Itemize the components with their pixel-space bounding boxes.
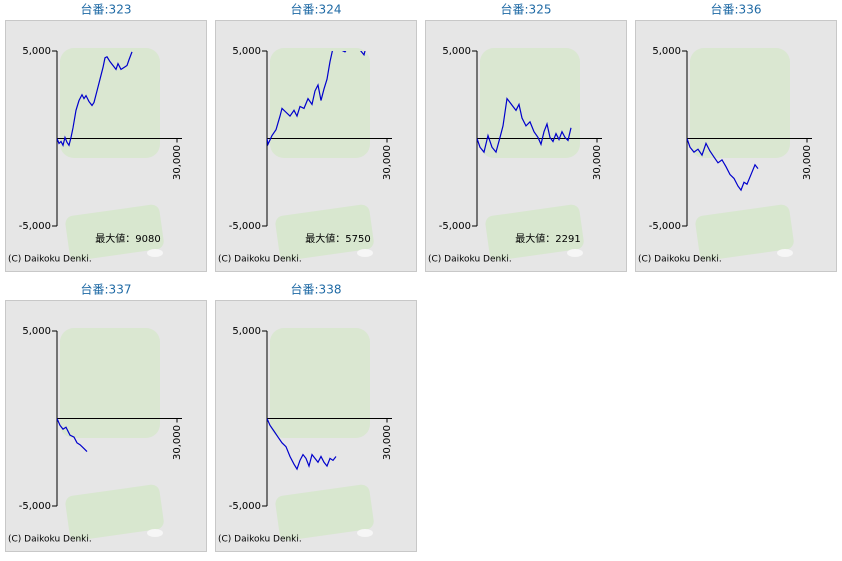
copyright: (C) Daikoku Denki.: [218, 535, 302, 545]
backdrop-art: [147, 249, 163, 257]
y-tick-label: 5,000: [22, 46, 51, 57]
backdrop-art: [357, 529, 373, 537]
graph-panel: 台番:324 5,000 -5,000 30,000 最大値：5750(C) Daiko…: [215, 2, 417, 272]
backdrop-art: [275, 204, 374, 261]
backdrop-art: [567, 249, 583, 257]
backdrop-art: [65, 204, 164, 261]
copyright: (C) Daikoku Denki.: [218, 255, 302, 265]
x-tick-label: 30,000: [382, 425, 393, 460]
panel-title: 台番:325: [501, 2, 552, 17]
backdrop-art: [147, 529, 163, 537]
panel-title: 台番:338: [291, 282, 342, 297]
graph-panel: 台番:338 5,000 -5,000 30,000 (C) Daikoku Denki…: [215, 282, 417, 552]
y-tick-label: -5,000: [229, 221, 261, 232]
data-line: [267, 51, 366, 147]
copyright: (C) Daikoku Denki.: [638, 255, 722, 265]
x-tick-label: 30,000: [592, 145, 603, 180]
panel-title: 台番:323: [81, 2, 132, 17]
y-tick-label: -5,000: [19, 501, 51, 512]
max-value-label: 最大値：5750: [305, 232, 370, 245]
panel-title: 台番:336: [711, 2, 762, 17]
data-line: [687, 138, 759, 192]
y-tick-label: 5,000: [442, 46, 471, 57]
backdrop-art: [270, 48, 370, 158]
data-line: [477, 97, 572, 154]
backdrop-art: [357, 249, 373, 257]
copyright: (C) Daikoku Denki.: [8, 535, 92, 545]
backdrop-art: [485, 204, 584, 261]
graph-panel: 台番:325 5,000 -5,000 30,000 最大値：2291(C) Daiko…: [425, 2, 627, 272]
panel-title: 台番:324: [291, 2, 342, 17]
backdrop-art: [275, 484, 374, 541]
backdrop-art: [60, 48, 160, 158]
max-value-label: 最大値：2291: [515, 232, 580, 245]
x-tick-label: 30,000: [802, 145, 813, 180]
backdrop-art: [270, 328, 370, 438]
y-tick-label: -5,000: [649, 221, 681, 232]
max-value-label: 最大値：9080: [95, 232, 160, 245]
x-tick-label: 30,000: [172, 425, 183, 460]
graph-panel: 台番:323 5,000 -5,000 30,000 最大値：9080(C) Daiko…: [5, 2, 207, 272]
backdrop-art: [690, 48, 790, 158]
graph-panel: 台番:337 5,000 -5,000 30,000 (C) Daikoku Denki…: [5, 282, 207, 552]
y-tick-label: -5,000: [439, 221, 471, 232]
backdrop-art: [695, 204, 794, 261]
y-tick-label: 5,000: [232, 326, 261, 337]
y-tick-label: 5,000: [652, 46, 681, 57]
data-line: [57, 418, 88, 453]
x-tick-label: 30,000: [172, 145, 183, 180]
y-tick-label: -5,000: [229, 501, 261, 512]
data-line: [57, 51, 133, 147]
y-tick-label: -5,000: [19, 221, 51, 232]
backdrop-art: [480, 48, 580, 158]
graph-panel: 台番:336 5,000 -5,000 30,000 (C) Daikoku Denki…: [635, 2, 837, 272]
backdrop-art: [65, 484, 164, 541]
y-tick-label: 5,000: [232, 46, 261, 57]
backdrop-art: [777, 249, 793, 257]
copyright: (C) Daikoku Denki.: [428, 255, 512, 265]
copyright: (C) Daikoku Denki.: [8, 255, 92, 265]
panel-title: 台番:337: [81, 282, 132, 297]
x-tick-label: 30,000: [382, 145, 393, 180]
data-line: [267, 418, 337, 471]
backdrop-art: [60, 328, 160, 438]
y-tick-label: 5,000: [22, 326, 51, 337]
